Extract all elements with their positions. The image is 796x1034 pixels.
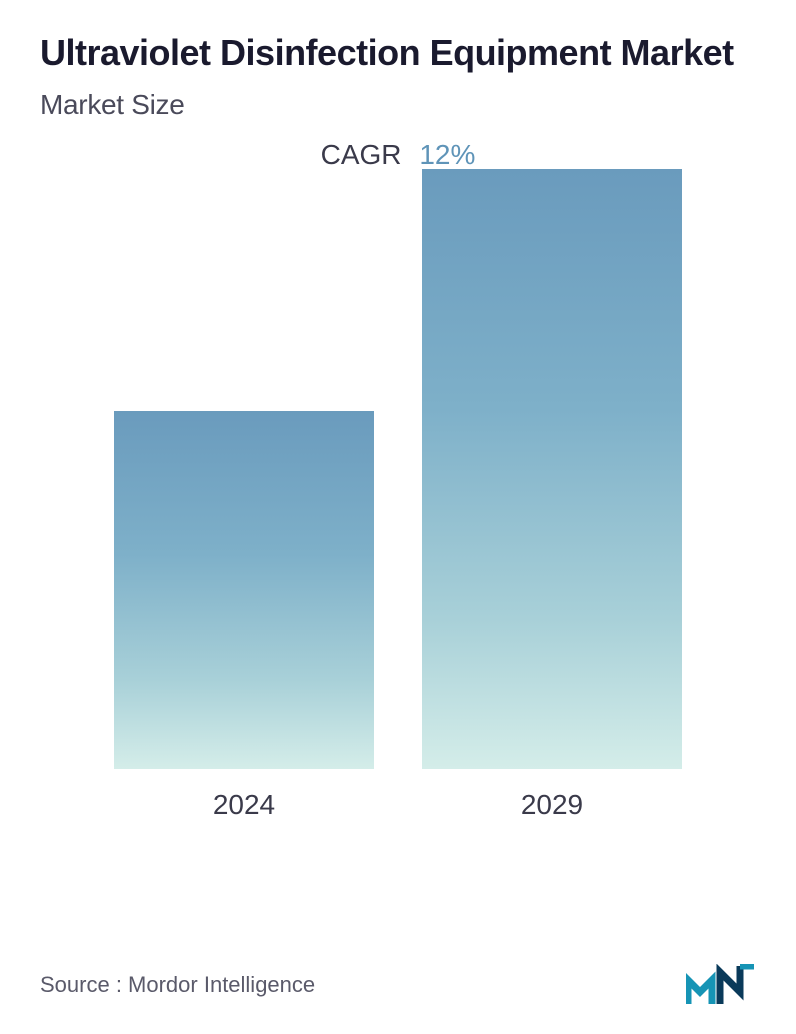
bar-2029 bbox=[422, 169, 682, 769]
footer: Source : Mordor Intelligence bbox=[40, 964, 756, 1006]
cagr-label: CAGR bbox=[321, 139, 402, 170]
bar-label-0: 2024 bbox=[213, 789, 275, 821]
chart-subtitle: Market Size bbox=[40, 89, 756, 121]
bar-2024 bbox=[114, 411, 374, 769]
chart-container: Ultraviolet Disinfection Equipment Marke… bbox=[0, 0, 796, 1034]
chart-title: Ultraviolet Disinfection Equipment Marke… bbox=[40, 30, 756, 77]
brand-logo-icon bbox=[686, 964, 756, 1006]
chart-area: 2024 2029 bbox=[40, 201, 756, 821]
source-text: Source : Mordor Intelligence bbox=[40, 972, 315, 998]
bar-group-0: 2024 bbox=[114, 411, 374, 821]
cagr-value: 12% bbox=[419, 139, 475, 170]
cagr-row: CAGR 12% bbox=[40, 139, 756, 171]
bar-group-1: 2029 bbox=[422, 169, 682, 821]
bar-label-1: 2029 bbox=[521, 789, 583, 821]
